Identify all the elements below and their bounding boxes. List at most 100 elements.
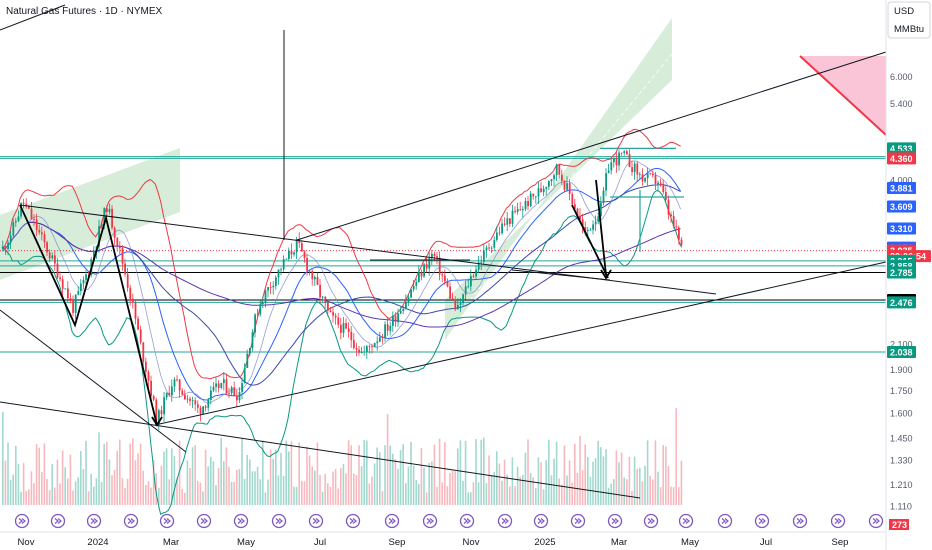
volume-bar	[217, 468, 220, 505]
candle-body	[158, 410, 160, 425]
volume-bar	[15, 445, 17, 505]
volume-bar	[667, 466, 670, 505]
volume-bar	[113, 469, 116, 505]
event-marker-arrow-15	[574, 518, 582, 524]
candle-body	[514, 210, 516, 212]
candle-body	[93, 251, 95, 260]
candle-body	[303, 251, 306, 259]
volume-bar	[20, 491, 22, 505]
bollinger-bands	[1, 128, 682, 516]
volume-bar	[46, 478, 48, 505]
candle-body	[659, 182, 662, 184]
candle-body	[67, 288, 69, 299]
candle-body	[381, 337, 384, 338]
volume-bar	[555, 441, 558, 505]
volume-bar	[93, 486, 95, 505]
candle-body	[82, 279, 85, 284]
volume-bar	[228, 466, 230, 505]
volume-bar	[563, 445, 566, 505]
candle-body	[563, 180, 566, 190]
candle-body	[178, 379, 181, 391]
candle-body	[168, 392, 171, 396]
candle-body	[576, 208, 579, 216]
candle-body	[542, 188, 545, 193]
volume-bar	[410, 441, 412, 505]
volume-bar	[243, 478, 246, 505]
volume-bar	[379, 452, 381, 505]
candle-body	[540, 188, 542, 193]
volume-bar	[236, 469, 238, 505]
candle-body	[262, 302, 264, 305]
y-tick-2: 4.000	[890, 175, 913, 185]
volume-bar	[56, 459, 59, 505]
x-tick-0: Nov	[18, 537, 35, 548]
volume-bar	[597, 440, 599, 505]
price-tag-label-5: 3.310	[890, 224, 913, 234]
candle-body	[163, 397, 165, 415]
candle-body	[467, 286, 470, 288]
volume-bar	[384, 445, 386, 505]
candle-body	[410, 289, 412, 298]
candle-body	[293, 252, 295, 255]
volume-bar	[80, 451, 82, 505]
candle-body	[249, 348, 251, 354]
candle-body	[386, 324, 389, 331]
candle-body	[204, 406, 207, 408]
volume-bar	[207, 466, 209, 505]
volume-bar	[475, 439, 477, 505]
volume-bar	[77, 477, 79, 505]
candle-body	[290, 250, 293, 255]
price-tag-label-3: 3.881	[890, 183, 913, 193]
volume-bar	[4, 460, 7, 505]
volume-bar	[181, 488, 183, 505]
volume-bar	[152, 460, 155, 505]
x-tick-8: Mar	[611, 537, 627, 548]
candle-body	[477, 262, 480, 270]
volume-bar	[74, 481, 77, 505]
volume-bar	[9, 480, 12, 505]
volume-bar	[506, 474, 508, 505]
candle-body	[308, 270, 311, 272]
y-tick-3: 2.100	[890, 339, 913, 349]
candle-body	[584, 226, 587, 232]
candle-body	[639, 174, 641, 176]
candle-body	[574, 204, 576, 209]
candle-body	[646, 173, 649, 179]
upper-band	[1, 128, 681, 380]
horizontal-levels	[0, 147, 886, 353]
candle-body	[152, 396, 155, 400]
volume-bar	[285, 440, 287, 505]
candle-body	[420, 272, 423, 277]
volume-bar	[324, 473, 326, 505]
candle-body	[511, 210, 514, 224]
volume-bar	[85, 440, 87, 505]
volume-bar	[537, 457, 540, 505]
volume-bar	[532, 477, 534, 505]
candle-body	[4, 247, 7, 250]
volume-bar	[168, 479, 170, 505]
volume-bar	[620, 452, 623, 505]
volume-bar	[259, 479, 261, 505]
volume-bar	[472, 482, 475, 505]
event-marker-arrow-10	[388, 518, 396, 524]
candle-body	[384, 324, 386, 338]
candle-body	[43, 234, 46, 243]
x-ticks: Nov 2024 Mar May Jul Sep Nov 2025 Mar May Jul Sep	[18, 537, 849, 548]
candle-body	[644, 178, 646, 182]
volume-badge-label: 273	[892, 520, 907, 530]
candle-body	[496, 232, 498, 240]
volume-bar	[199, 482, 202, 505]
candle-body	[251, 332, 254, 349]
candle-body	[220, 383, 223, 388]
candle-body	[407, 297, 410, 302]
candle-body	[74, 294, 77, 313]
arrow-head-1	[600, 269, 612, 280]
candle-body	[332, 312, 334, 316]
candle-body	[548, 181, 550, 187]
candle-body	[397, 313, 399, 323]
candle-body	[462, 294, 464, 304]
candle-body	[46, 242, 48, 253]
volume-bar	[59, 483, 61, 505]
volume-bar	[433, 444, 436, 505]
